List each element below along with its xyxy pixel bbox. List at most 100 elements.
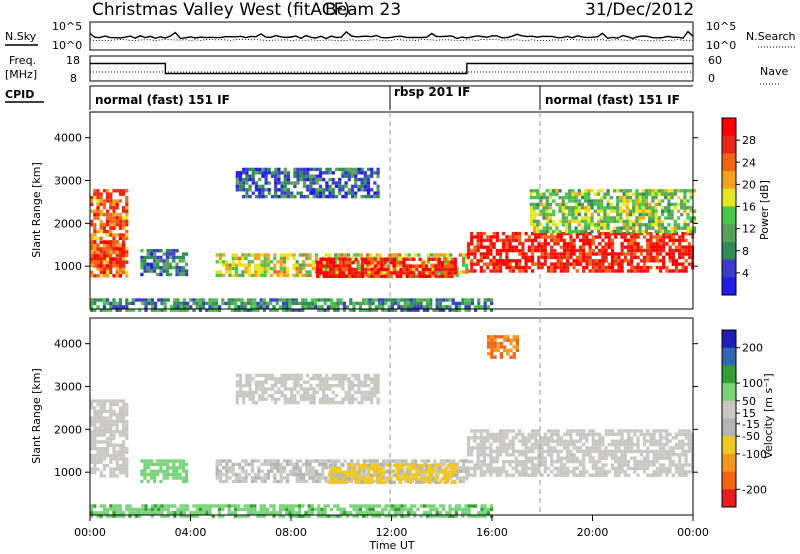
data-cell (96, 192, 100, 196)
data-cell (112, 474, 116, 478)
data-cell (442, 459, 446, 463)
data-cell (344, 480, 348, 484)
data-cell (277, 194, 281, 199)
data-cell (620, 439, 624, 443)
data-cell (106, 450, 110, 454)
data-cell (651, 195, 655, 200)
data-cell (90, 236, 94, 241)
data-cell (476, 442, 480, 447)
data-cell (594, 252, 599, 256)
data-cell (325, 271, 329, 275)
data-cell (122, 450, 126, 454)
data-cell (676, 189, 681, 193)
data-cell (450, 467, 454, 471)
data-cell (318, 476, 322, 480)
data-cell (569, 248, 573, 253)
data-cell (227, 298, 231, 302)
data-cell (553, 252, 557, 256)
data-cell (99, 223, 103, 227)
data-cell (319, 264, 323, 268)
data-cell (419, 298, 423, 302)
data-cell (668, 466, 672, 471)
data-cell (360, 184, 364, 189)
data-cell (668, 459, 672, 464)
data-cell (439, 466, 443, 470)
data-cell (440, 470, 444, 474)
data-cell (323, 301, 327, 306)
data-cell (562, 470, 567, 474)
data-cell (548, 229, 553, 234)
data-cell (378, 298, 382, 302)
data-cell (315, 181, 319, 185)
data-cell (450, 257, 454, 261)
data-cell (521, 466, 525, 471)
data-cell (118, 264, 122, 268)
data-cell (648, 223, 652, 227)
data-cell (328, 400, 332, 405)
data-cell (465, 263, 469, 267)
data-cell (360, 257, 365, 261)
data-cell (352, 305, 356, 309)
data-cell (274, 390, 278, 395)
data-cell (225, 266, 229, 271)
data-cell (96, 433, 100, 437)
data-cell (328, 397, 332, 401)
data-cell (591, 456, 595, 460)
data-cell (506, 335, 510, 339)
data-cell (479, 429, 483, 433)
data-cell (556, 456, 560, 460)
data-cell (222, 253, 226, 257)
data-cell (534, 439, 538, 443)
data-cell (328, 267, 333, 272)
data-cell (689, 195, 693, 200)
data-cell (587, 209, 591, 213)
data-cell (561, 209, 565, 213)
data-cell (623, 449, 627, 454)
data-cell (90, 202, 94, 207)
data-cell (290, 397, 294, 401)
data-cell (670, 212, 674, 217)
data-cell (96, 206, 100, 210)
data-cell (678, 235, 682, 239)
data-cell (540, 446, 544, 450)
data-cell (221, 298, 225, 302)
data-cell (440, 264, 445, 268)
data-cell (562, 262, 567, 266)
data-cell (622, 195, 626, 200)
data-cell (205, 504, 209, 508)
data-cell (465, 466, 469, 470)
data-cell (466, 255, 471, 260)
data-cell (655, 473, 659, 477)
data-cell (339, 511, 343, 515)
data-cell (189, 298, 193, 302)
data-cell (569, 252, 573, 256)
data-cell (282, 301, 286, 306)
data-cell (245, 167, 249, 172)
data-cell (470, 242, 474, 246)
data-cell (334, 167, 339, 172)
data-cell (355, 514, 359, 518)
data-cell (641, 212, 645, 217)
data-cell (291, 511, 295, 515)
data-cell (486, 436, 490, 440)
data-cell (399, 463, 403, 467)
data-cell (639, 453, 643, 457)
data-cell (630, 248, 634, 253)
data-cell (566, 466, 570, 471)
data-cell (537, 453, 541, 457)
data-cell (641, 229, 645, 234)
data-cell (648, 209, 652, 213)
data-cell (315, 191, 319, 195)
data-cell (294, 301, 298, 306)
data-cell (518, 463, 522, 467)
data-cell (482, 446, 487, 450)
data-cell (106, 511, 110, 515)
data-cell (417, 472, 421, 477)
data-cell (619, 226, 623, 230)
data-cell (556, 436, 560, 440)
data-cell (112, 189, 116, 193)
data-cell (591, 432, 595, 437)
data-cell (451, 308, 455, 312)
data-cell (410, 507, 414, 512)
data-cell (251, 400, 255, 405)
